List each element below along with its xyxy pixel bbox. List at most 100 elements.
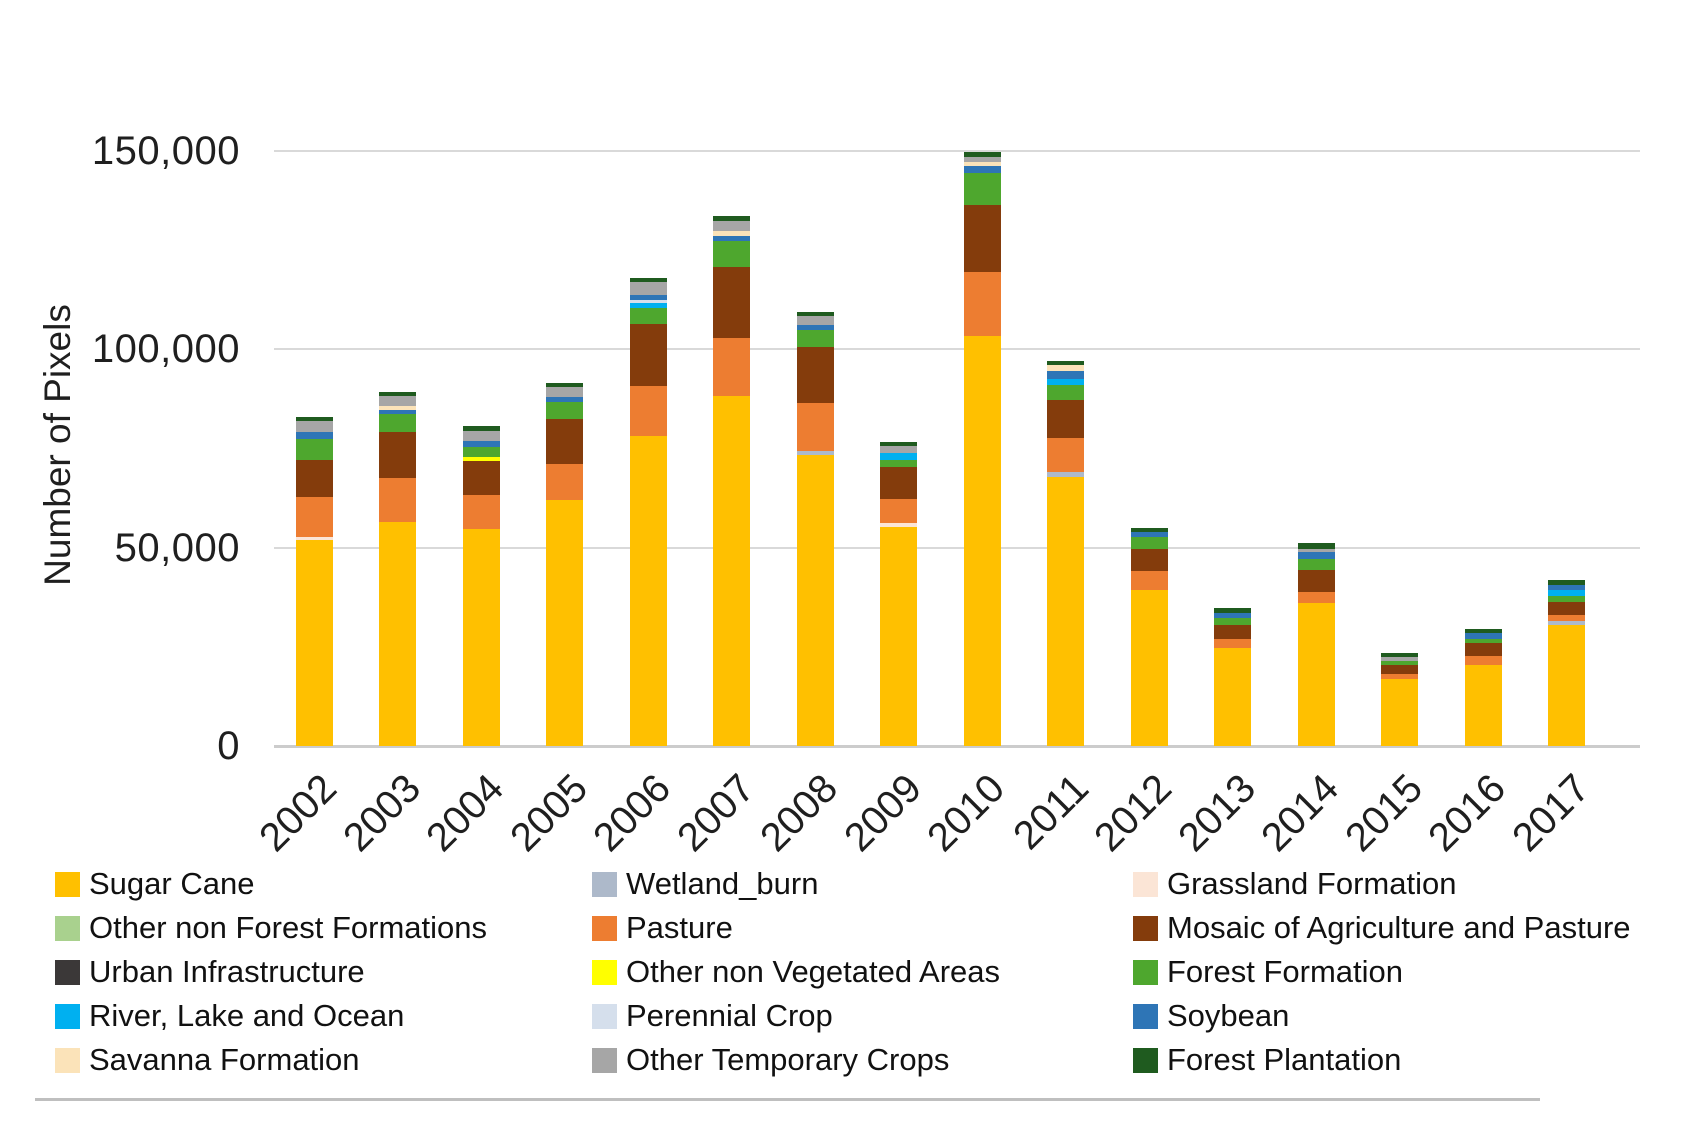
- legend-swatch-savanna-formation: [55, 1047, 80, 1073]
- bar-2017-segment-sugar-cane: [1548, 625, 1585, 746]
- bar-2013-segment-forest-plantation: [1214, 608, 1251, 613]
- bar-2005-segment-mosaic-of-agriculture-and-pasture: [546, 418, 583, 464]
- legend-swatch-river-lake-and-ocean: [55, 1003, 80, 1029]
- legend-label-other-non-forest-formations: Other non Forest Formations: [89, 910, 487, 945]
- bar-2002-segment-mosaic-of-agriculture-and-pasture: [295, 460, 333, 497]
- bar-2015-segment-forest-plantation: [1381, 652, 1418, 657]
- bar-2007-segment-forest-plantation: [713, 216, 750, 221]
- legend-item-urban-infrastructure: Urban Infrastructure: [55, 955, 592, 989]
- y-tick-label-50000: 50,000: [114, 525, 240, 570]
- bar-2012-segment-sugar-cane: [1130, 590, 1168, 746]
- bar-2015: [1381, 652, 1418, 746]
- bar-2006-segment-other-temporary-crops: [629, 282, 667, 295]
- legend-label-grassland-formation: Grassland Formation: [1167, 866, 1457, 901]
- bar-2012-segment-mosaic-of-agriculture-and-pasture: [1130, 549, 1168, 572]
- bar-2013-segment-forest-formation: [1214, 618, 1251, 626]
- bar-2017: [1548, 580, 1585, 746]
- bar-2002-segment-forest-formation: [295, 438, 333, 461]
- legend-swatch-grassland-formation: [1133, 871, 1158, 897]
- legend-item-soybean: Soybean: [1133, 999, 1693, 1033]
- bar-2014: [1297, 543, 1335, 746]
- bar-2004: [462, 426, 500, 746]
- bar-2007-segment-soybean: [713, 235, 750, 242]
- bar-2003-segment-savanna-formation: [379, 405, 416, 410]
- legend-item-forest-formation: Forest Formation: [1133, 955, 1693, 989]
- bar-2014-segment-forest-formation: [1297, 558, 1335, 571]
- bar-2014-segment-forest-plantation: [1297, 543, 1335, 549]
- bar-2012-segment-forest-formation: [1130, 537, 1168, 550]
- bar-2003-segment-forest-plantation: [379, 391, 416, 397]
- bar-2002-segment-other-temporary-crops: [295, 420, 333, 432]
- bar-2017-segment-river-lake-and-ocean: [1548, 590, 1585, 596]
- bar-2014-segment-mosaic-of-agriculture-and-pasture: [1297, 570, 1335, 593]
- bar-2003-segment-pasture: [379, 478, 416, 522]
- legend-item-sugar-cane: Sugar Cane: [55, 867, 592, 901]
- bar-2012: [1130, 527, 1168, 746]
- bar-2008-segment-other-temporary-crops: [796, 316, 834, 325]
- legend-label-perennial-crop: Perennial Crop: [626, 998, 833, 1033]
- legend-swatch-other-non-forest-formations: [55, 915, 80, 941]
- bar-2010-segment-other-temporary-crops: [963, 157, 1001, 162]
- legend-item-pasture: Pasture: [592, 911, 1133, 945]
- bar-2003-segment-mosaic-of-agriculture-and-pasture: [379, 432, 416, 479]
- bar-2013-segment-pasture: [1214, 638, 1251, 648]
- bar-2002-segment-grassland-formation: [295, 536, 333, 540]
- bar-2002-segment-pasture: [295, 496, 333, 537]
- bar-2007-segment-sugar-cane: [713, 395, 750, 746]
- legend-label-soybean: Soybean: [1167, 998, 1290, 1033]
- bar-2006-segment-river-lake-and-ocean: [629, 302, 667, 309]
- bar-2008: [796, 311, 834, 746]
- chart-legend: Sugar Cane Wetland_burn Grassland Formatio…: [55, 862, 1693, 1082]
- legend-item-other-non-forest-formations: Other non Forest Formations: [55, 911, 592, 945]
- bar-2017-segment-mosaic-of-agriculture-and-pasture: [1548, 602, 1585, 616]
- legend-label-mosaic-of-agriculture-and-pasture: Mosaic of Agriculture and Pasture: [1167, 910, 1631, 945]
- bar-2009-segment-mosaic-of-agriculture-and-pasture: [880, 466, 917, 499]
- legend-item-other-temporary-crops: Other Temporary Crops: [592, 1043, 1133, 1077]
- bar-2017-segment-pasture: [1548, 615, 1585, 621]
- bar-2011-segment-river-lake-and-ocean: [1047, 378, 1084, 385]
- legend-swatch-sugar-cane: [55, 871, 80, 897]
- bar-2008-segment-pasture: [796, 403, 834, 451]
- bar-2011-segment-sugar-cane: [1047, 477, 1084, 746]
- bar-2017-segment-wetland-burn: [1548, 620, 1585, 626]
- legend-item-savanna-formation: Savanna Formation: [55, 1043, 592, 1077]
- bar-2004-segment-pasture: [462, 495, 500, 530]
- legend-swatch-forest-formation: [1133, 959, 1158, 985]
- bar-2006: [629, 278, 667, 746]
- bar-2015-segment-sugar-cane: [1381, 679, 1418, 746]
- bar-2006-segment-mosaic-of-agriculture-and-pasture: [629, 323, 667, 387]
- bar-2007-segment-savanna-formation: [713, 230, 750, 236]
- bar-2009-segment-forest-formation: [880, 460, 917, 467]
- bar-2009-segment-grassland-formation: [880, 522, 917, 527]
- gridline-0: [274, 745, 1640, 748]
- bar-2003-segment-forest-formation: [379, 414, 416, 433]
- bar-2005-segment-other-temporary-crops: [546, 387, 583, 397]
- bar-2008-segment-sugar-cane: [796, 455, 834, 746]
- bar-2011-segment-soybean: [1047, 371, 1084, 379]
- legend-item-perennial-crop: Perennial Crop: [592, 999, 1133, 1033]
- legend-swatch-soybean: [1133, 1003, 1158, 1029]
- legend-item-other-non-vegetated-areas: Other non Vegetated Areas: [592, 955, 1133, 989]
- bar-2016: [1464, 628, 1502, 746]
- legend-label-pasture: Pasture: [626, 910, 733, 945]
- legend-swatch-urban-infrastructure: [55, 959, 80, 985]
- bar-2017-segment-forest-plantation: [1548, 580, 1585, 585]
- legend-label-savanna-formation: Savanna Formation: [89, 1042, 360, 1077]
- bar-2010-segment-pasture: [963, 271, 1001, 336]
- legend-swatch-pasture: [592, 915, 617, 941]
- bar-2012-segment-soybean: [1130, 531, 1168, 537]
- legend-label-forest-formation: Forest Formation: [1167, 954, 1404, 989]
- bar-2010-segment-savanna-formation: [963, 161, 1001, 167]
- bar-2013-segment-soybean: [1214, 612, 1251, 619]
- bar-2015-segment-other-temporary-crops: [1381, 656, 1418, 662]
- gridline-150000: [274, 150, 1640, 152]
- legend-label-other-non-vegetated-areas: Other non Vegetated Areas: [626, 954, 1000, 989]
- bar-2003-segment-soybean: [379, 409, 416, 415]
- bar-2003: [379, 391, 416, 746]
- bar-2007-segment-pasture: [713, 338, 750, 396]
- bar-2012-segment-pasture: [1130, 571, 1168, 591]
- bar-2010-segment-mosaic-of-agriculture-and-pasture: [963, 204, 1001, 272]
- bar-2009-segment-forest-plantation: [880, 441, 917, 446]
- bar-2004-segment-other-non-vegetated-areas: [462, 456, 500, 462]
- bar-2008-segment-wetland-burn: [796, 450, 834, 456]
